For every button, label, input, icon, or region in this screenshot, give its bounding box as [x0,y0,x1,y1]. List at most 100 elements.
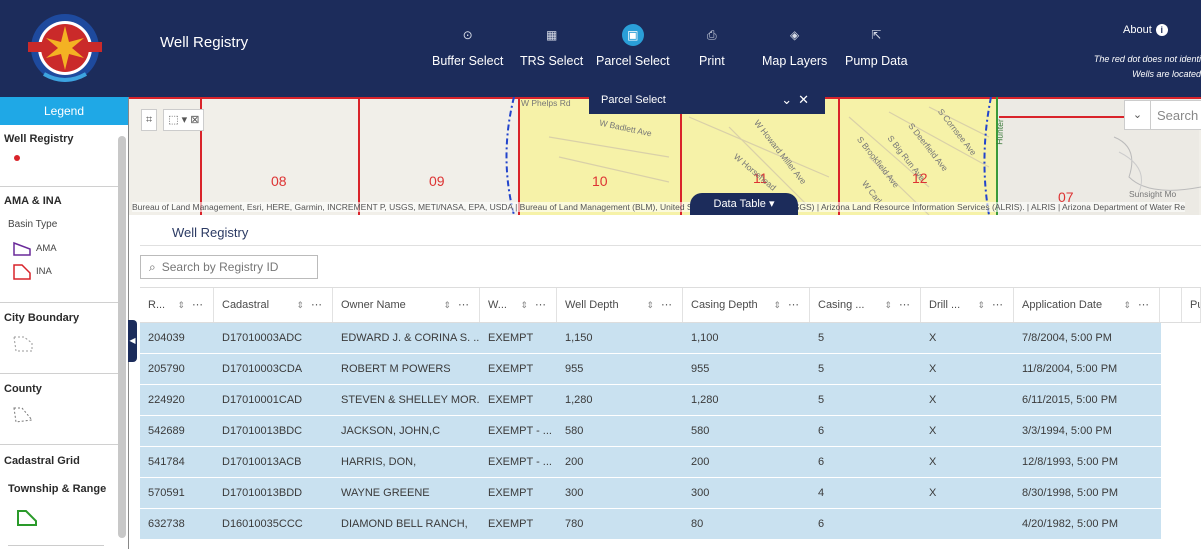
column-menu-icon[interactable]: ⋯ [458,299,469,311]
ama-swatch-icon [12,241,32,260]
column-menu-icon[interactable]: ⋯ [661,299,672,311]
legend-scrollbar[interactable] [118,136,126,538]
note-line: The red dot does not identi [1093,54,1201,64]
column-header-label: Casing Depth [691,299,758,311]
sort-icon[interactable]: ⇕ [1123,300,1131,310]
about-link[interactable]: About i [1123,24,1168,36]
legend-subtitle: Basin Type [8,219,58,230]
qr-select-button[interactable]: ⌗ [141,109,158,131]
tool-print[interactable]: ⎙ Print [699,24,725,68]
section-number: 10 [592,173,608,189]
column-header[interactable]: Pu [1182,288,1201,322]
column-menu-icon[interactable]: ⋯ [899,299,910,311]
tool-parcel-select[interactable]: ▣ Parcel Select [596,24,670,68]
sort-icon[interactable]: ⇕ [646,300,654,310]
table-cell: 1,100 [691,332,719,344]
data-table-toggle[interactable]: Data Table ▾ [690,193,798,215]
column-header[interactable]: R... ⇕ ⋯ [140,288,214,322]
tool-label: Buffer Select [432,54,504,68]
column-header[interactable]: Casing Depth ⇕ ⋯ [683,288,810,322]
column-menu-icon[interactable]: ⋯ [788,299,799,311]
table-cell: 224920 [148,394,185,406]
registry-search-input[interactable]: Search by Registry ID [161,260,279,274]
registry-search-field[interactable]: ⌕ Search by Registry ID [140,255,318,279]
tool-trs-select[interactable]: ▦ TRS Select [520,24,583,68]
table-header-row: R... ⇕ ⋯ Cadastral ⇕ ⋯ Owner Name ⇕ ⋯ W... ⇕ ⋯ Well … [140,287,1201,323]
legend-header[interactable]: Legend [0,97,128,125]
table-cell: X [929,332,937,344]
table-cell: 1,280 [565,394,593,406]
table-cell: 955 [691,363,710,375]
legend-item-label: INA [36,266,52,277]
sort-icon[interactable]: ⇕ [884,300,892,310]
column-menu-icon[interactable]: ⋯ [192,299,203,311]
sort-icon[interactable]: ⇕ [443,300,451,310]
parcel-select-panel: Parcel Select ⌄✕ [589,86,825,114]
table-cell: 7/8/2004, 5:00 PM [1022,332,1112,344]
table-cell: 204039 [148,332,185,344]
column-header-label: R... [148,299,166,311]
search-input[interactable]: Search [1157,107,1199,123]
column-header[interactable]: Drill ... ⇕ ⋯ [921,288,1014,322]
row-spacer [1161,354,1201,384]
table-cell: JACKSON, JOHN,C [341,425,441,437]
tool-map-layers[interactable]: ◈ Map Layers [762,24,827,68]
table-row[interactable]: 205790 D17010003CDA ROBERT M POWERS EXEMPT 9… [140,354,1201,385]
column-header[interactable]: Well Depth ⇕ ⋯ [557,288,683,322]
tool-pump-data[interactable]: ⇱ Pump Data [845,24,908,68]
collapse-panel-button[interactable]: ◀ [128,320,137,362]
chevron-down-icon[interactable]: ⌄ [1125,101,1151,129]
sort-icon[interactable]: ⇕ [977,300,985,310]
close-icon[interactable]: ✕ [798,92,815,107]
map-view[interactable]: 08 09 10 11 12 07 W Phelps Rd W Badlett … [129,97,1201,215]
table-row[interactable]: 632738 D16010035CCC DIAMOND BELL RANCH, EXE… [140,509,1201,540]
column-header[interactable]: Cadastral ⇕ ⋯ [214,288,333,322]
column-menu-icon[interactable]: ⋯ [311,299,322,311]
table-cell: 300 [691,487,710,499]
tool-buffer-select[interactable]: ⊙ Buffer Select [432,24,503,68]
row-spacer [1161,447,1201,477]
column-header[interactable]: Owner Name ⇕ ⋯ [333,288,480,322]
sort-icon[interactable]: ⇕ [296,300,304,310]
sort-icon[interactable]: ⇕ [177,300,185,310]
column-header-label: Owner Name [341,299,406,311]
buffer-icon: ⊙ [462,28,473,42]
data-grid: R... ⇕ ⋯ Cadastral ⇕ ⋯ Owner Name ⇕ ⋯ W... ⇕ ⋯ Well … [140,287,1201,540]
table-cell: 580 [565,425,584,437]
column-menu-icon[interactable]: ⋯ [992,299,1003,311]
ina-swatch-icon [12,263,32,284]
column-menu-icon[interactable]: ⋯ [1138,299,1149,311]
sort-icon[interactable]: ⇕ [773,300,781,310]
column-header[interactable]: Application Date ⇕ ⋯ [1014,288,1160,322]
sort-icon[interactable]: ⇕ [520,300,528,310]
select-tool-button[interactable]: ⬚ ▾ ⊠ [163,109,205,131]
column-header[interactable]: Casing ... ⇕ ⋯ [810,288,921,322]
table-cell: 3/3/1994, 5:00 PM [1022,425,1112,437]
map-attribution: Bureau of Land Management, Esri, HERE, G… [132,202,1186,212]
legend-ama-ina: AMA & INA Basin Type AMA INA [0,187,118,303]
section-number: 11 [753,170,768,186]
table-row[interactable]: 541784 D17010013ACB HARRIS, DON, EXEMPT - .… [140,447,1201,478]
collapse-icon[interactable]: ⌄ [781,92,799,107]
column-header[interactable]: W... ⇕ ⋯ [480,288,557,322]
table-row[interactable]: 542689 D17010013BDC JACKSON, JOHN,C EXEMPT … [140,416,1201,447]
row-spacer [1161,385,1201,415]
street-label: W Phelps Rd [521,98,571,108]
map-search[interactable]: ⌄ Search [1124,100,1201,130]
about-label: About [1123,24,1152,36]
table-row[interactable]: 570591 D17010013BDD WAYNE GREENE EXEMPT 300 3… [140,478,1201,509]
table-cell: WAYNE GREENE [341,487,430,499]
section-number: 08 [271,173,287,189]
table-row[interactable]: 204039 D17010003ADC EDWARD J. & CORINA S. … [140,323,1201,354]
row-spacer [1161,323,1201,353]
column-header-label: W... [488,299,507,311]
table-row[interactable]: 224920 D17010001CAD STEVEN & SHELLEY MOR..… [140,385,1201,416]
row-spacer [1161,416,1201,446]
township-swatch-icon [16,509,38,530]
column-menu-icon[interactable]: ⋯ [535,299,546,311]
app-header: Well Registry ⊙ Buffer Select ▦ TRS Sele… [0,0,1201,97]
table-cell: EXEMPT [488,332,534,344]
column-header[interactable] [1160,288,1182,322]
legend-cadastral-grid: Cadastral Grid Township & Range [0,445,118,549]
column-header-label: Pu [1190,299,1200,311]
